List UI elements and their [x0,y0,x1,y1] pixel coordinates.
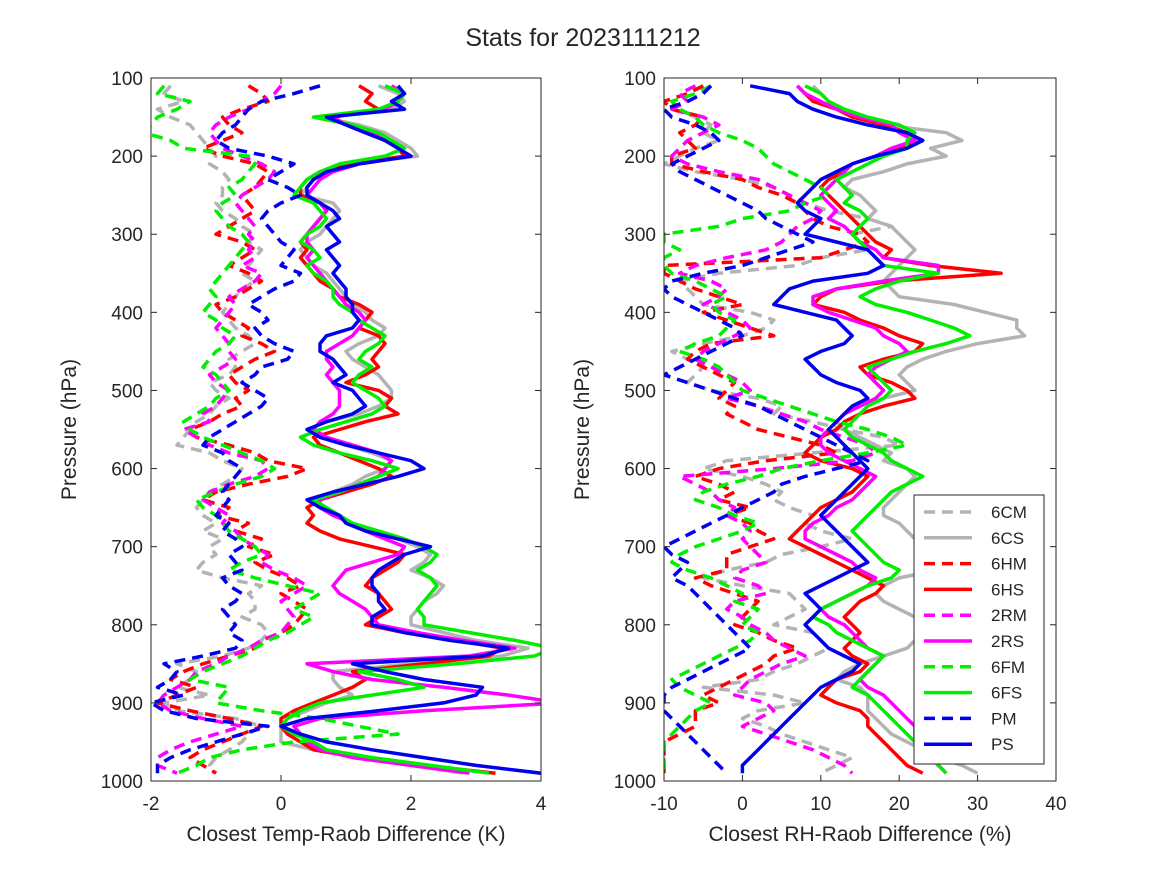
x-tick-label: 0 [276,794,287,815]
y-tick-label: 600 [111,460,143,481]
x-tick-label: 40 [1045,794,1066,815]
y-tick-label: 900 [111,694,143,715]
x-tick-label: 30 [967,794,988,815]
series-line-6fs [804,84,972,775]
legend-label: 2RS [991,632,1024,651]
x-axis-label: Closest RH-Raob Difference (%) [708,823,1011,846]
y-tick-label: 200 [111,147,143,168]
legend-label: 2RM [991,606,1027,625]
legend-box [913,494,1045,765]
y-tick-label: 800 [111,616,143,637]
axes-box [663,77,1057,782]
legend-label: 6CS [991,529,1024,548]
legend-label: 6HM [991,555,1027,574]
y-tick-label: 400 [624,303,656,324]
series-line-2rm [155,84,309,775]
series-line-ps [740,84,925,774]
y-tick-label: 300 [111,225,143,246]
legend-label: 6FS [991,684,1022,703]
axes-box [150,77,542,782]
y-tick-label: 400 [111,303,143,324]
x-tick-label: 2 [406,794,417,815]
x-tick-label: 0 [737,794,748,815]
x-tick-label: 20 [889,794,910,815]
y-tick-label: 100 [624,69,656,90]
series-line-6hm [664,84,870,774]
series-line-ps [279,84,541,775]
series-line-6hs [787,84,1003,775]
rh-difference-plot: 100 200 300 400 500 600 700 800 900 1000-10 0 10 20 3… [571,69,1067,846]
y-tick-label: 300 [624,225,656,246]
x-tick-label: 4 [536,794,547,815]
y-tick-label: 1000 [614,772,656,793]
series-line-6fm [664,84,909,774]
x-tick-label: -10 [650,794,677,815]
series-line-6fs [279,84,541,775]
legend: 6CM 6CS 6HM 6HS 2RM 2RS 6FM 6FS PM PS [913,494,1045,765]
legend-label: 6CM [991,503,1027,522]
y-tick-label: 700 [624,538,656,559]
x-axis-label: Closest Temp-Raob Difference (K) [186,823,505,846]
series-line-6hm [155,84,309,775]
figure-title: Stats for 2023111212 [465,24,700,52]
y-tick-label: 500 [624,381,656,402]
x-tick-label: -2 [143,794,160,815]
y-tick-label: 800 [624,616,656,637]
series-line-6fm [151,84,400,775]
y-axis-label: Pressure (hPa) [58,359,81,500]
y-tick-label: 900 [624,694,656,715]
y-tick-label: 500 [111,381,143,402]
y-tick-label: 200 [624,147,656,168]
y-tick-label: 1000 [101,772,143,793]
legend-label: PS [991,735,1014,754]
y-tick-label: 700 [111,538,143,559]
y-axis-label: Pressure (hPa) [571,359,594,500]
series-group [151,84,541,775]
temp-difference-plot: 100 200 300 400 500 600 700 800 900 1000-2 0 2 4 Clos… [58,69,547,846]
series-group [664,84,1027,775]
y-tick-label: 600 [624,460,656,481]
y-tick-label: 100 [111,69,143,90]
legend-label: 6HS [991,580,1024,599]
x-tick-label: 10 [810,794,831,815]
legend-label: 6FM [991,658,1025,677]
legend-label: PM [991,709,1017,728]
